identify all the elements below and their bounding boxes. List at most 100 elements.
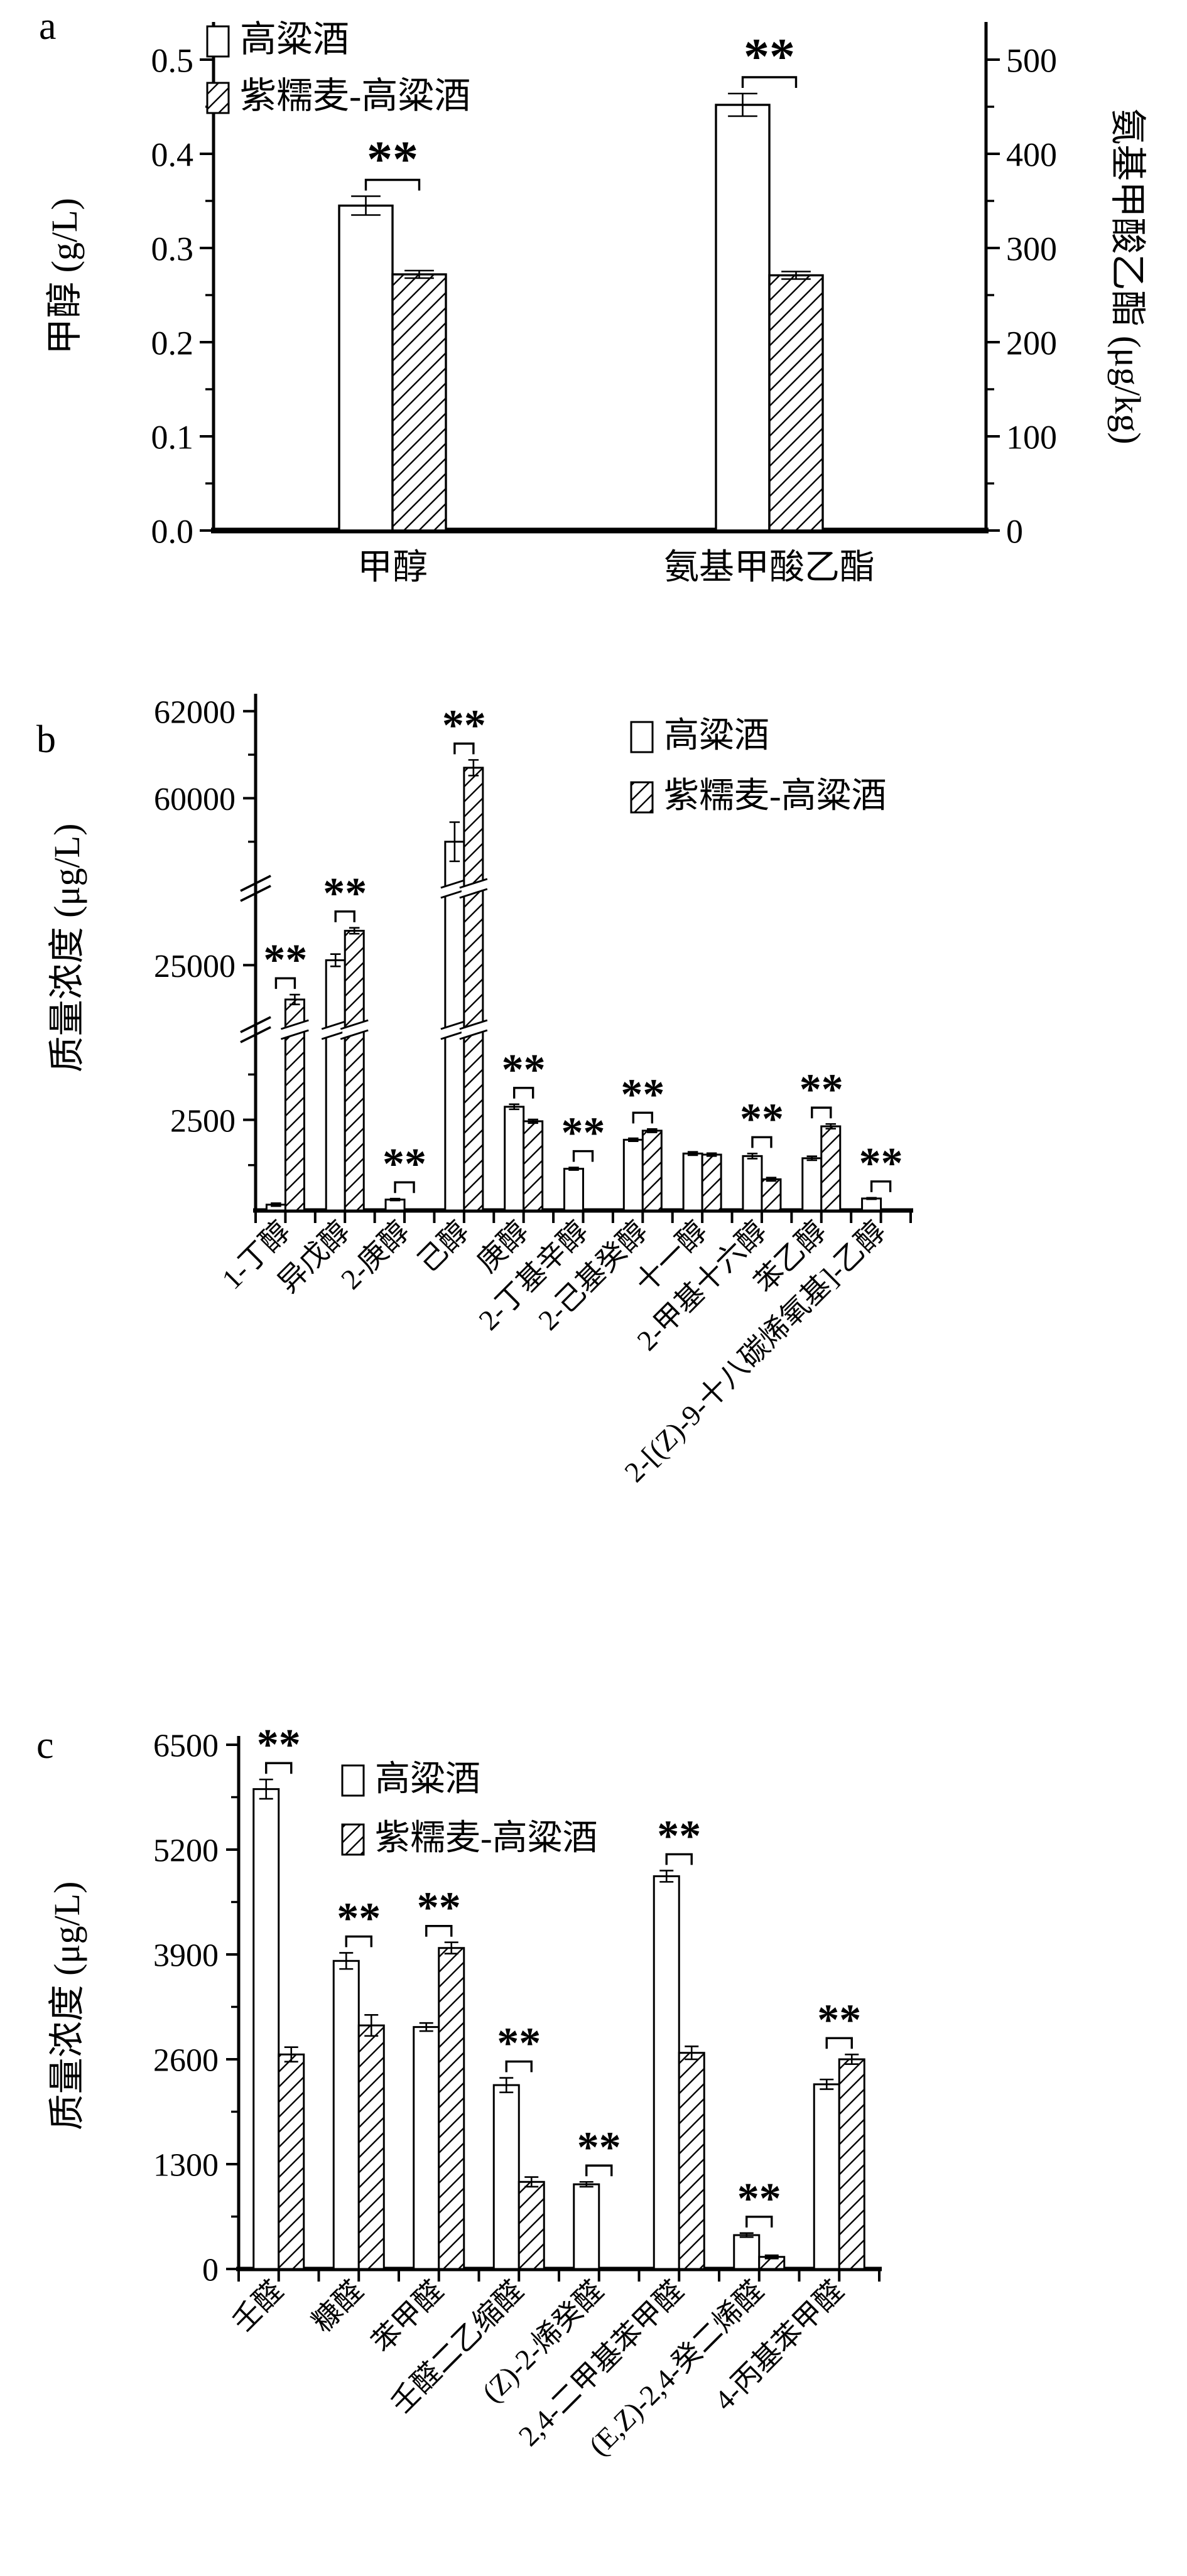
y-tick-label: 0.4: [151, 136, 194, 173]
significance-bracket: [334, 910, 355, 922]
legend-swatch-hatched: [206, 82, 230, 114]
bar-series1: [338, 204, 394, 532]
bar-series1: [715, 104, 771, 532]
y-axis-title-right: 氨基甲酸乙酯 (μg/kg): [1107, 108, 1148, 444]
y-tick-label: 2500: [170, 1103, 236, 1139]
bar-break-mark: [459, 1029, 488, 1040]
significance-marker: **: [442, 701, 486, 750]
bar-series1: [742, 1155, 763, 1212]
bar-series1: [413, 2026, 440, 2270]
y-axis-title-left: 甲醇 (g/L): [44, 198, 85, 355]
y-axis-title-left: 质量浓度 (μg/L): [46, 824, 87, 1073]
significance-marker: **: [621, 1070, 664, 1119]
bar-series1: [861, 1197, 882, 1212]
axis-break-mark: [240, 1026, 271, 1043]
legend-swatch-open: [206, 25, 230, 58]
panel-a-chart: 0.0 0.1 0.2 0.3 0.4 0.5 0 100 200 300 400 500 ** 甲醇 **…: [0, 0, 1187, 666]
y-tick-label: 6500: [153, 1728, 219, 1764]
y-tick-label: 0: [202, 2253, 219, 2288]
bar-break-mark: [280, 1019, 309, 1030]
bar-series2: [820, 1125, 842, 1212]
axis-break-mark: [240, 885, 271, 902]
x-category-label: 壬醛: [226, 2275, 290, 2338]
bar-break-mark: [340, 1029, 369, 1040]
significance-bracket: [394, 1181, 415, 1194]
bar-series2: [641, 1129, 663, 1212]
panel-letter: b: [36, 718, 56, 761]
legend-label: 高粱酒: [240, 19, 349, 60]
y-tick-label: 1300: [153, 2148, 219, 2184]
bar-series1: [653, 1875, 680, 2270]
significance-marker: **: [263, 936, 307, 984]
significance-marker: **: [740, 1095, 784, 1143]
axis-break-mark: [240, 1016, 271, 1033]
bar-break-gap: [283, 1021, 307, 1038]
y-tick-label: 60000: [154, 782, 236, 817]
bar-break-gap: [442, 1021, 467, 1038]
bar-series1: [325, 959, 346, 1212]
bar-series1: [801, 1157, 823, 1212]
significance-marker: **: [502, 1046, 546, 1094]
x-category-label: 糠醛: [306, 2275, 369, 2338]
legend-label: 高粱酒: [664, 716, 769, 755]
panel-letter: a: [39, 5, 57, 48]
significance-bracket: [572, 1150, 594, 1162]
bar-series2: [523, 1120, 544, 1212]
significance-marker: **: [744, 28, 795, 85]
y-tick-label: 25000: [154, 949, 236, 984]
bar-series2: [438, 1947, 465, 2270]
bar-series2: [678, 2052, 705, 2270]
significance-marker: **: [257, 1721, 301, 1769]
axis-break-mark: [240, 875, 271, 892]
y-tick-label: 62000: [154, 694, 236, 730]
legend-label: 紫糯麦-高粱酒: [375, 1819, 598, 1858]
x-category-label: 氨基甲酸乙酯: [664, 548, 875, 587]
significance-bracket: [585, 2164, 613, 2177]
y-tick-label: 100: [1006, 418, 1057, 456]
significance-marker: **: [367, 131, 418, 188]
bar-series2: [768, 274, 824, 532]
significance-marker: **: [737, 2175, 781, 2223]
legend-label: 紫糯麦-高粱酒: [664, 777, 887, 816]
significance-marker: **: [497, 2020, 541, 2068]
y-tick-label: 300: [1006, 230, 1057, 267]
significance-bracket: [751, 1136, 772, 1148]
bar-series1: [682, 1152, 703, 1212]
bar-break-gap: [442, 880, 467, 897]
bar-series1: [504, 1106, 525, 1212]
bar-break-mark: [280, 1029, 309, 1040]
significance-bracket: [505, 2060, 533, 2072]
bar-series2: [518, 2180, 545, 2270]
bar-break-mark: [459, 888, 488, 899]
bar-series1: [733, 2234, 761, 2270]
significance-marker: **: [577, 2123, 621, 2172]
bar-series1: [813, 2083, 840, 2270]
y-tick-label: 0.2: [151, 324, 194, 362]
significance-bracket: [632, 1111, 654, 1124]
legend-label: 高粱酒: [375, 1760, 480, 1799]
bar-series1: [622, 1138, 644, 1212]
significance-marker: **: [417, 1884, 461, 1932]
significance-bracket: [274, 977, 296, 989]
significance-bracket: [364, 178, 421, 191]
bar-series2: [357, 2024, 385, 2270]
bar-break-mark: [340, 1019, 369, 1030]
significance-marker: **: [323, 870, 367, 918]
significance-bracket: [811, 1106, 832, 1119]
legend-swatch-hatched: [341, 1823, 365, 1856]
significance-marker: **: [657, 1812, 701, 1860]
bar-break-mark: [459, 878, 488, 889]
y-tick-label: 200: [1006, 324, 1057, 362]
significance-bracket: [425, 1925, 453, 1937]
panel-b-chart: 2500250006000062000**1-丁醇**异戊醇**2-庚醇**己醇…: [0, 666, 1187, 1670]
significance-bracket: [512, 1087, 534, 1099]
bar-series1: [492, 2084, 520, 2270]
x-category-label: 己醇: [411, 1215, 475, 1278]
bar-series1: [252, 1788, 280, 2270]
legend-swatch-open: [630, 721, 654, 753]
y-tick-label: 500: [1006, 41, 1057, 79]
y-tick-label: 2600: [153, 2043, 219, 2079]
significance-bracket: [345, 1935, 372, 1948]
